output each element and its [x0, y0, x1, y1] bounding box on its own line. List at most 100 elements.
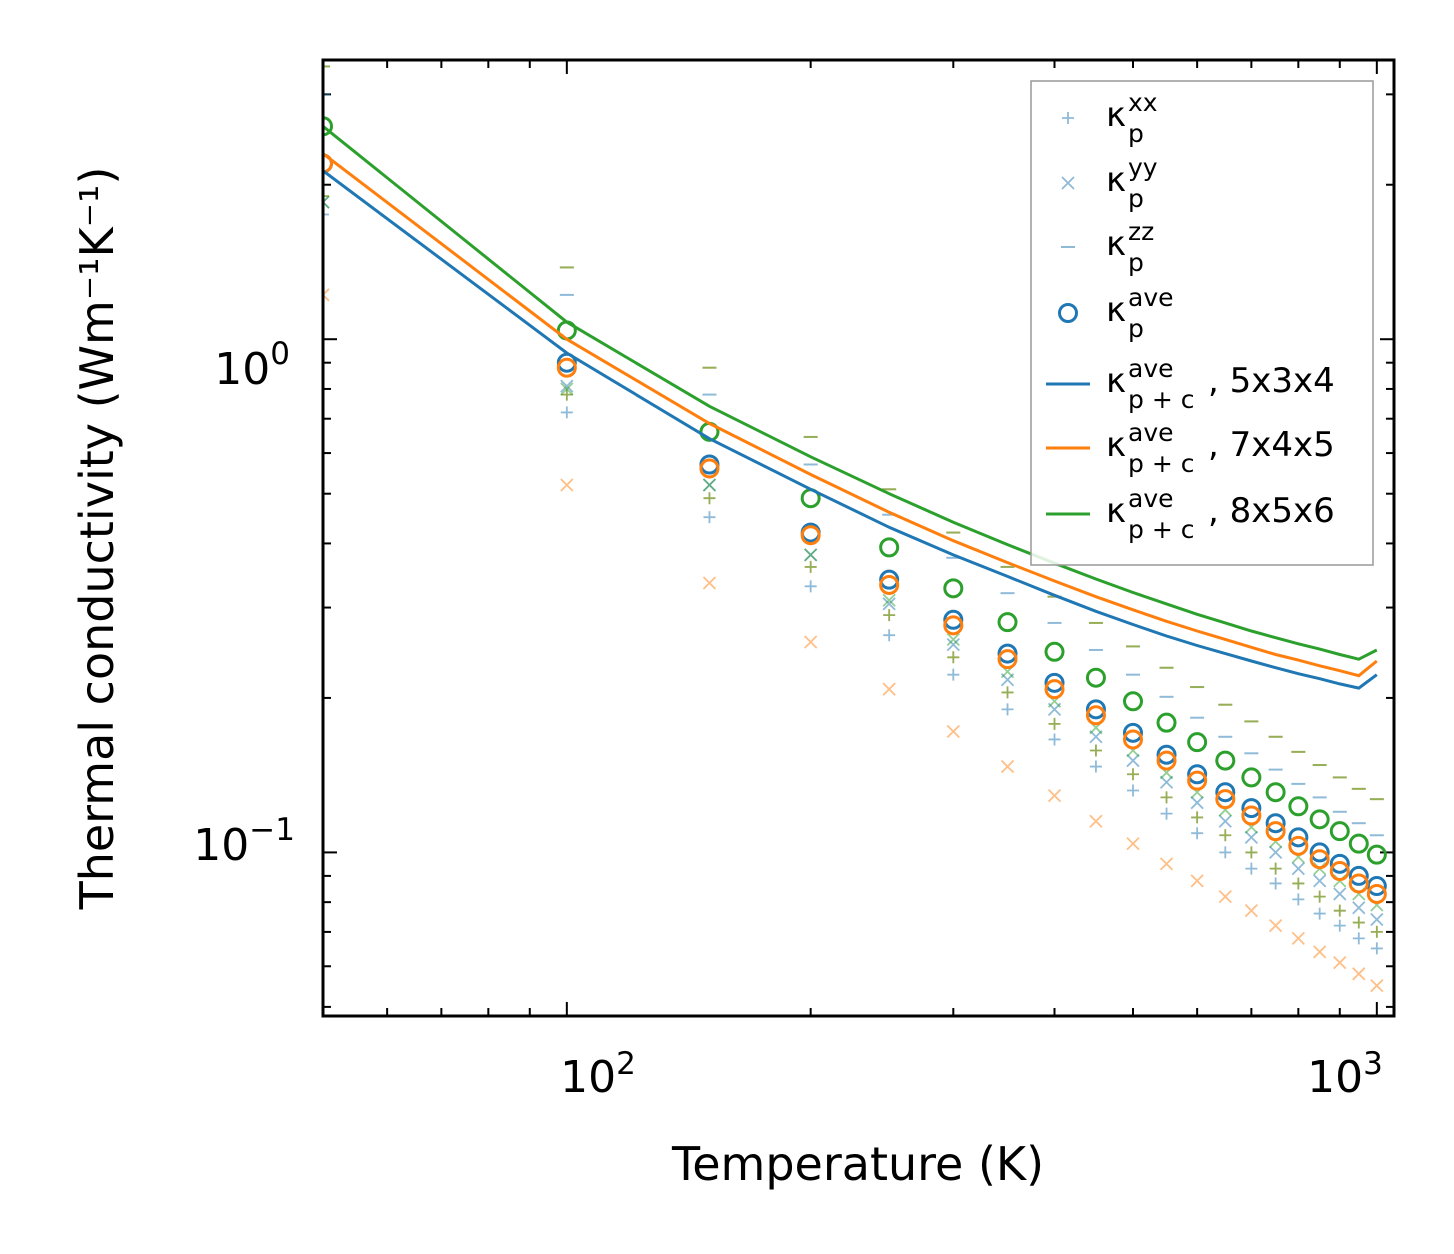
- kyy-point: [1291, 861, 1305, 876]
- kxx-point: [804, 580, 817, 593]
- kyy-point: [1244, 830, 1259, 844]
- kave-point: [1044, 672, 1065, 693]
- kxx-point: [1089, 760, 1102, 773]
- kyy-point: [1291, 931, 1305, 946]
- kyy-point: [1333, 955, 1347, 970]
- kxx-point: [947, 651, 960, 664]
- kxx-point: [883, 609, 896, 622]
- kyy-point: [1352, 967, 1366, 981]
- kyy-point: [882, 682, 896, 696]
- kyy-point: [882, 593, 896, 607]
- kave-point: [1366, 844, 1387, 865]
- kave-point: [323, 116, 333, 137]
- series-8x5x6: [323, 65, 1384, 938]
- legend-label: κxx p: [1106, 88, 1158, 148]
- kave-point: [943, 578, 964, 599]
- kyy-point: [1269, 918, 1283, 933]
- legend-marker: [1061, 176, 1075, 190]
- kxx-point: [1313, 890, 1326, 903]
- kyy-point: [1089, 814, 1103, 828]
- kave-point: [1288, 796, 1309, 817]
- kxx-point: [1269, 877, 1282, 890]
- plot-area: [323, 65, 1387, 993]
- kave-point: [1366, 883, 1387, 904]
- series-ave-7x4x5: [323, 153, 1387, 904]
- kyy-point: [1190, 796, 1204, 810]
- kyy-point: [323, 195, 330, 209]
- kxx-point: [1245, 862, 1258, 875]
- kave-point: [997, 612, 1018, 633]
- kave-point: [556, 357, 577, 378]
- kave-point: [1085, 705, 1106, 726]
- kxx-point: [1219, 846, 1232, 859]
- kave-point: [1265, 813, 1286, 834]
- kxx-point: [1191, 827, 1204, 840]
- kave-point: [1085, 667, 1106, 688]
- kave-point: [1187, 732, 1208, 753]
- kxx-point: [1333, 904, 1346, 917]
- kave-point: [1123, 729, 1144, 750]
- kyy-point: [1370, 912, 1384, 927]
- kxx-point: [1191, 811, 1204, 824]
- kave-point: [1215, 789, 1236, 810]
- kave-point: [1156, 712, 1177, 733]
- kxx-point: [1048, 717, 1061, 730]
- kxx-point: [323, 208, 329, 221]
- x-axis-label: Temperature (K): [671, 1137, 1044, 1191]
- kxx-point: [1160, 791, 1173, 804]
- kxx-point: [1127, 768, 1139, 781]
- kave-point: [1187, 770, 1208, 791]
- kxx-point: [703, 511, 716, 524]
- y-tick-label-0.1: 10−1: [193, 812, 295, 871]
- kxx-point: [1160, 807, 1173, 820]
- kxx-point: [323, 190, 329, 203]
- kyy-point: [1269, 845, 1283, 860]
- kave-point: [1156, 744, 1177, 765]
- kave-point: [1241, 798, 1262, 819]
- kave-point: [1265, 821, 1286, 842]
- kxx-point: [1370, 942, 1383, 955]
- kyy-point: [1313, 874, 1327, 888]
- kyy-point: [804, 548, 818, 562]
- kyy-point: [560, 382, 574, 396]
- kxx-point: [1089, 744, 1102, 757]
- legend-entry-3: κzz p: [1061, 217, 1154, 277]
- kpc-line-8x5x6: [323, 125, 1378, 661]
- series-5x3x4: [323, 93, 1384, 955]
- legend-entry-1: κxx p: [1062, 88, 1158, 148]
- kyy-point: [1244, 904, 1259, 918]
- kyy-point: [946, 724, 960, 739]
- x-tick-label-1000: 103: [1307, 1046, 1383, 1103]
- kave-point: [1044, 641, 1065, 662]
- legend-entry-7: κave p + c, 8x5x6: [1046, 484, 1335, 544]
- kxx-point: [1370, 925, 1383, 938]
- kyy-point: [1370, 979, 1384, 993]
- y-tick-label-1: 100: [214, 336, 290, 395]
- kyy-point: [1218, 890, 1232, 904]
- kyy-point: [560, 379, 574, 393]
- kyy-point: [702, 478, 717, 492]
- kxx-point: [1219, 829, 1232, 842]
- legend-label: κave p: [1106, 283, 1174, 343]
- kxx-point: [1333, 919, 1346, 932]
- kave-point: [1288, 827, 1309, 848]
- kave-point: [1241, 767, 1262, 788]
- plot-frame: [321, 58, 1396, 1018]
- kyy-point: [1047, 789, 1062, 803]
- kxx-point: [560, 388, 573, 401]
- legend-entry-4: κave p: [1058, 283, 1174, 343]
- kave-point: [323, 153, 333, 174]
- kave-point: [800, 525, 821, 546]
- kyy-point: [323, 288, 330, 302]
- kyy-point: [946, 638, 960, 652]
- kxx-point: [947, 668, 960, 681]
- kxx-point: [1352, 916, 1365, 929]
- kave-point: [1309, 849, 1330, 870]
- y-axis-label: Thermal conductivity (Wm⁻¹K⁻¹): [70, 167, 124, 911]
- kyy-point: [882, 597, 896, 611]
- kyy-point: [702, 576, 717, 590]
- kxx-point: [1292, 893, 1305, 906]
- kave-point: [943, 609, 964, 630]
- kyy-point: [1313, 945, 1327, 959]
